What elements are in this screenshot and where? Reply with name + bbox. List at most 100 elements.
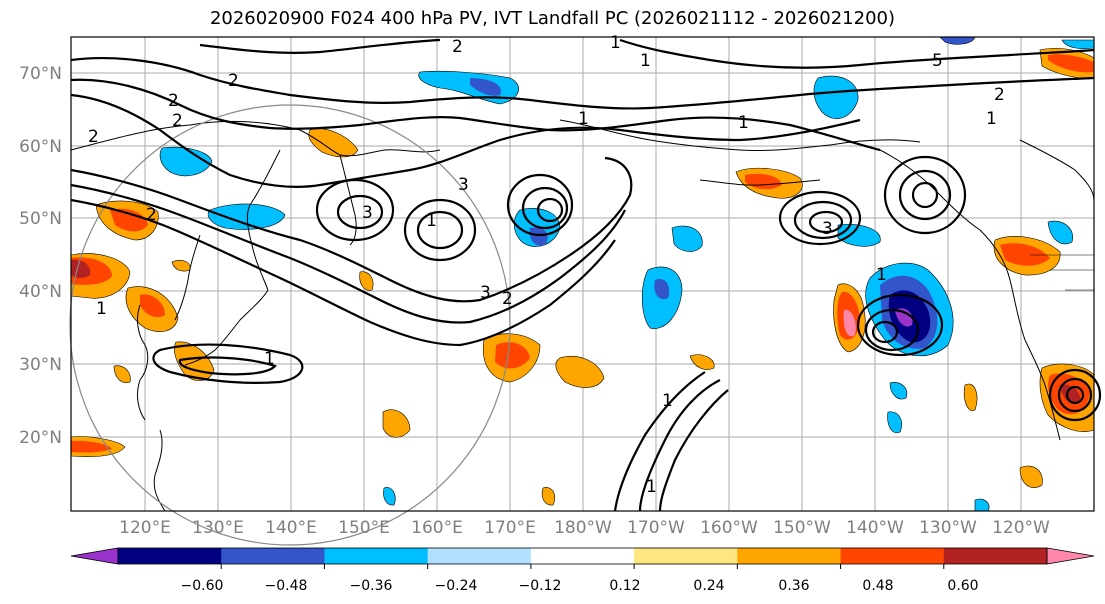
contour-low-alaska-3 <box>911 181 939 209</box>
graticule <box>71 37 1094 511</box>
contour-trough-2 <box>613 371 706 512</box>
contour-cutoff-2 <box>864 308 920 352</box>
fill-nw-pacific-pos <box>359 271 374 291</box>
contour-low-gulf-2 <box>793 200 853 240</box>
contour-label: 3 <box>458 175 469 195</box>
contour-low-kurils-2 <box>521 186 569 230</box>
lat-label: 20°N <box>19 428 62 448</box>
fill-okinawa-pos <box>113 365 131 383</box>
fill-bering-sea-neg <box>418 70 519 105</box>
colorbar-segment <box>737 548 842 564</box>
contour-label: 2 <box>452 37 463 57</box>
contour-arctic-1 <box>619 38 1095 69</box>
contour-baja-2 <box>1057 377 1093 413</box>
lon-label: 150°E <box>338 518 390 538</box>
colorbar-segment <box>118 548 222 564</box>
colorbar-segment <box>840 548 945 564</box>
lon-label: 170°W <box>627 518 685 538</box>
lon-label: 160°W <box>700 518 758 538</box>
contour-label: 1 <box>426 211 437 231</box>
contour-subtrop-japan-1 <box>152 343 304 384</box>
contour-low-kurils-3 <box>536 197 564 223</box>
contour-label: 2 <box>502 289 513 309</box>
fill-pnw-neg <box>1047 220 1073 245</box>
contour-jet-1 <box>70 156 633 303</box>
coast-siberia <box>70 120 441 157</box>
lon-label: 170°E <box>484 518 536 538</box>
contour-low-gulf-3 <box>808 210 844 234</box>
fill-philippine-neg <box>383 487 396 506</box>
colorbar-outline <box>117 547 1048 565</box>
map-frame <box>70 36 1095 512</box>
colorbar-segment <box>634 548 738 564</box>
latitude-axis: 70°N 60°N 50°N 40°N 30°N 20°N <box>19 64 62 448</box>
fill-subtrop-neg-1 <box>889 382 908 400</box>
contour-label: 2 <box>228 71 239 91</box>
fill-midpac-core <box>654 279 670 300</box>
colorbar-tick-labels: −0.60 −0.48 −0.36 −0.24 −0.12 0.12 0.24 … <box>181 578 979 594</box>
contour-baja-1 <box>1048 368 1102 422</box>
lon-label: 120°E <box>119 518 171 538</box>
fill-west-coast-core <box>1000 243 1050 266</box>
contour-label: 1 <box>662 391 673 411</box>
lon-label: 140°E <box>265 518 317 538</box>
lon-label: 180°W <box>554 518 612 538</box>
colorbar-tick-label: 0.24 <box>693 578 724 594</box>
contour-label: 1 <box>610 33 621 53</box>
contour-label: 2 <box>88 127 99 147</box>
lon-label: 130°W <box>919 518 977 538</box>
lat-label: 30°N <box>19 355 62 375</box>
contour-low-kamchatka-2 <box>336 194 384 230</box>
ivt-anomaly-fills <box>70 36 1095 512</box>
lat-label: 50°N <box>19 209 62 229</box>
contour-label: 3 <box>480 283 491 303</box>
contour-label: 1 <box>96 299 107 319</box>
fill-kurils-core <box>529 227 548 246</box>
fill-kamchatka-pos <box>308 128 359 158</box>
colorbar-segment <box>943 548 1048 564</box>
contour-label: 1 <box>264 349 275 369</box>
contour-subtrop-japan-2 <box>178 356 277 376</box>
colorbar-segment <box>427 548 532 564</box>
colorbar-tick-label: −0.48 <box>265 578 308 594</box>
colorbar-tick-label: −0.24 <box>435 578 478 594</box>
contour-low-gulf-1 <box>778 190 862 246</box>
lat-label: 70°N <box>19 64 62 84</box>
contour-label: 2 <box>172 111 183 131</box>
contour-low-west-1 <box>403 198 477 262</box>
longitude-axis: 120°E 130°E 140°E 150°E 160°E 170°E 180°… <box>119 518 1050 538</box>
lon-label: 150°W <box>773 518 831 538</box>
fill-arctic-pos-core <box>1048 54 1094 73</box>
contour-jet-3 <box>70 198 616 347</box>
colorbar-tick-label: −0.36 <box>350 578 393 594</box>
contour-label: 1 <box>578 109 589 129</box>
fill-subtrop-neg-2 <box>887 411 902 434</box>
us-state-borders <box>1030 254 1094 291</box>
contour-label: 5 <box>932 51 943 71</box>
contour-arctic-2 <box>199 38 441 54</box>
contour-low-west-2 <box>416 210 464 250</box>
colorbar-segment <box>324 548 429 564</box>
colorbar <box>70 547 1095 569</box>
contour-label: 3 <box>822 219 833 239</box>
fill-korea-core <box>140 294 165 318</box>
fill-gulf-alaska-neg <box>837 223 881 247</box>
lon-label: 130°E <box>192 518 244 538</box>
colorbar-tick-label: 0.60 <box>947 578 978 594</box>
coast-alaska-north <box>559 119 921 152</box>
contour-polar-1 <box>70 57 1095 110</box>
map-title: 2026020900 F024 400 hPa PV, IVT Landfall… <box>209 8 896 29</box>
fill-subtrop-pos-2 <box>382 409 411 438</box>
colorbar-tick-label: 0.36 <box>778 578 809 594</box>
fill-okhotsk-neg <box>159 146 213 177</box>
coast-california <box>1024 339 1061 441</box>
contour-label: 1 <box>738 113 749 133</box>
lon-label: 160°E <box>411 518 463 538</box>
fill-hawaii-north-pos <box>689 354 715 370</box>
fill-aleutian-south-neg <box>671 225 703 252</box>
contour-label: 1 <box>646 477 657 497</box>
fill-ne-pacific-peak <box>895 308 913 327</box>
colorbar-segment <box>530 548 635 564</box>
lat-label: 40°N <box>19 282 62 302</box>
